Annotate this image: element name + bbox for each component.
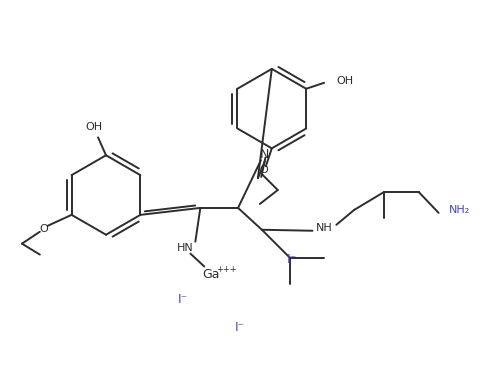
Text: NH₂: NH₂ bbox=[448, 205, 470, 215]
Text: I⁻: I⁻ bbox=[287, 253, 297, 266]
Text: NH: NH bbox=[316, 223, 333, 233]
Text: N: N bbox=[260, 148, 270, 161]
Text: +++: +++ bbox=[216, 265, 237, 274]
Text: Ga: Ga bbox=[202, 268, 220, 281]
Text: O: O bbox=[39, 224, 48, 234]
Text: OH: OH bbox=[86, 122, 102, 133]
Text: I⁻: I⁻ bbox=[235, 321, 245, 334]
Text: I⁻: I⁻ bbox=[177, 293, 188, 306]
Text: O: O bbox=[260, 165, 268, 175]
Text: HN: HN bbox=[177, 243, 194, 253]
Text: OH: OH bbox=[336, 76, 353, 86]
